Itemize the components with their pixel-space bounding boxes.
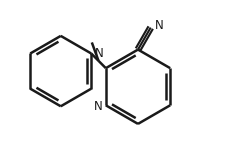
Text: N: N <box>94 100 102 113</box>
Text: N: N <box>155 19 164 32</box>
Text: N: N <box>95 47 104 60</box>
